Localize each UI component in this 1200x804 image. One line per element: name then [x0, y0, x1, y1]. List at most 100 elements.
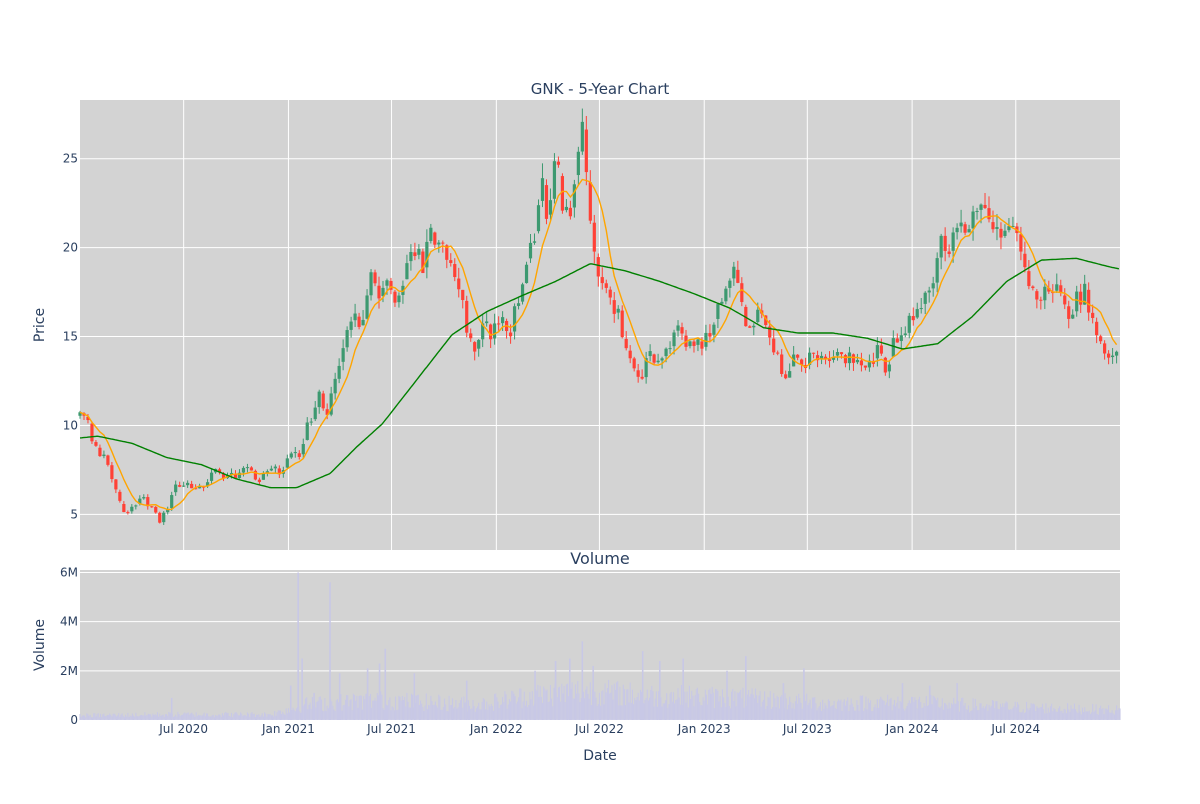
- volume-bar: [922, 707, 924, 720]
- candle-body: [660, 358, 664, 361]
- candle: [947, 244, 951, 258]
- volume-bar: [333, 709, 335, 720]
- candle-body: [277, 468, 281, 475]
- volume-bar: [634, 697, 636, 720]
- volume-bar: [178, 714, 180, 720]
- volume-bar: [127, 712, 129, 720]
- volume-bar: [179, 716, 181, 720]
- volume-bar: [475, 708, 477, 720]
- candle: [158, 511, 162, 524]
- volume-bar: [471, 708, 473, 720]
- volume-bar: [199, 715, 201, 720]
- candle-body: [879, 345, 883, 354]
- candle: [780, 349, 784, 377]
- volume-bar: [939, 708, 941, 720]
- volume-bar: [540, 696, 542, 720]
- price-y-tick-label: 25: [63, 152, 78, 166]
- candle-body: [257, 479, 262, 482]
- candle: [473, 341, 477, 361]
- volume-bar: [699, 701, 701, 720]
- volume-bar: [942, 709, 944, 720]
- x-tick-label: Jul 2022: [574, 722, 624, 736]
- candle: [190, 480, 194, 489]
- candle: [592, 214, 596, 264]
- volume-bar: [872, 710, 874, 720]
- volume-bar: [1041, 703, 1044, 720]
- volume-bar: [973, 708, 975, 720]
- candle-body: [106, 455, 110, 465]
- candle: [217, 467, 222, 475]
- volume-bar: [399, 696, 401, 720]
- candle: [413, 242, 417, 261]
- volume-bar: [302, 705, 304, 720]
- candle: [465, 295, 469, 338]
- candle: [425, 229, 429, 279]
- candle: [704, 324, 708, 351]
- volume-bar: [778, 708, 780, 720]
- volume-bar: [828, 700, 831, 720]
- candle-body: [457, 278, 461, 290]
- volume-bar: [467, 700, 469, 720]
- volume-bar: [830, 706, 832, 720]
- volume-bar: [1023, 712, 1025, 720]
- candle-body: [843, 355, 848, 364]
- volume-bar: [319, 696, 321, 720]
- volume-bar: [235, 712, 237, 720]
- volume-bar: [775, 707, 777, 720]
- candle: [106, 454, 110, 467]
- candle: [708, 324, 712, 343]
- volume-bar: [175, 714, 177, 720]
- volume-bar: [741, 698, 743, 720]
- volume-bar: [816, 710, 818, 720]
- volume-bar: [696, 687, 698, 720]
- volume-bar: [757, 702, 759, 720]
- volume-bar: [803, 668, 805, 720]
- volume-bar: [957, 701, 959, 720]
- volume-bar: [971, 710, 973, 720]
- candle: [512, 303, 517, 340]
- candle: [827, 351, 832, 368]
- candle: [481, 315, 485, 348]
- volume-bar: [406, 692, 408, 720]
- volume-bar: [1065, 713, 1068, 720]
- candle-body: [289, 453, 293, 458]
- volume-bar: [438, 694, 440, 720]
- candle: [305, 417, 309, 441]
- candle: [453, 258, 457, 282]
- volume-bar: [832, 705, 834, 720]
- volume-bar: [1008, 709, 1011, 720]
- candle: [772, 329, 776, 356]
- volume-bar: [991, 700, 993, 720]
- volume-bar: [502, 697, 504, 720]
- volume-bar: [522, 701, 524, 720]
- candle: [863, 365, 868, 371]
- volume-bar: [102, 714, 104, 720]
- volume-bar: [838, 699, 840, 720]
- candle: [1107, 350, 1111, 365]
- volume-bar: [310, 708, 312, 720]
- volume-bar: [736, 692, 738, 720]
- volume-bar: [568, 696, 570, 720]
- candle: [596, 253, 600, 287]
- volume-bar: [90, 717, 92, 720]
- volume-bar: [194, 716, 196, 720]
- candle: [656, 353, 660, 364]
- volume-bar: [202, 714, 204, 720]
- volume-bar: [207, 713, 209, 720]
- volume-bar: [234, 712, 236, 720]
- volume-bar: [274, 711, 276, 720]
- candle-body: [999, 228, 1003, 238]
- volume-bar: [325, 710, 327, 720]
- candle-body: [501, 317, 505, 324]
- volume-bar: [807, 705, 809, 720]
- candle-body: [1023, 253, 1027, 268]
- volume-bar: [713, 708, 716, 720]
- volume-bar: [364, 699, 366, 720]
- candle-body: [911, 316, 915, 321]
- volume-bar: [287, 708, 290, 720]
- volume-bar: [819, 702, 821, 720]
- volume-bar: [294, 711, 296, 720]
- volume-bar: [1026, 701, 1028, 720]
- volume-bar: [536, 690, 538, 720]
- candle-body: [1095, 321, 1099, 336]
